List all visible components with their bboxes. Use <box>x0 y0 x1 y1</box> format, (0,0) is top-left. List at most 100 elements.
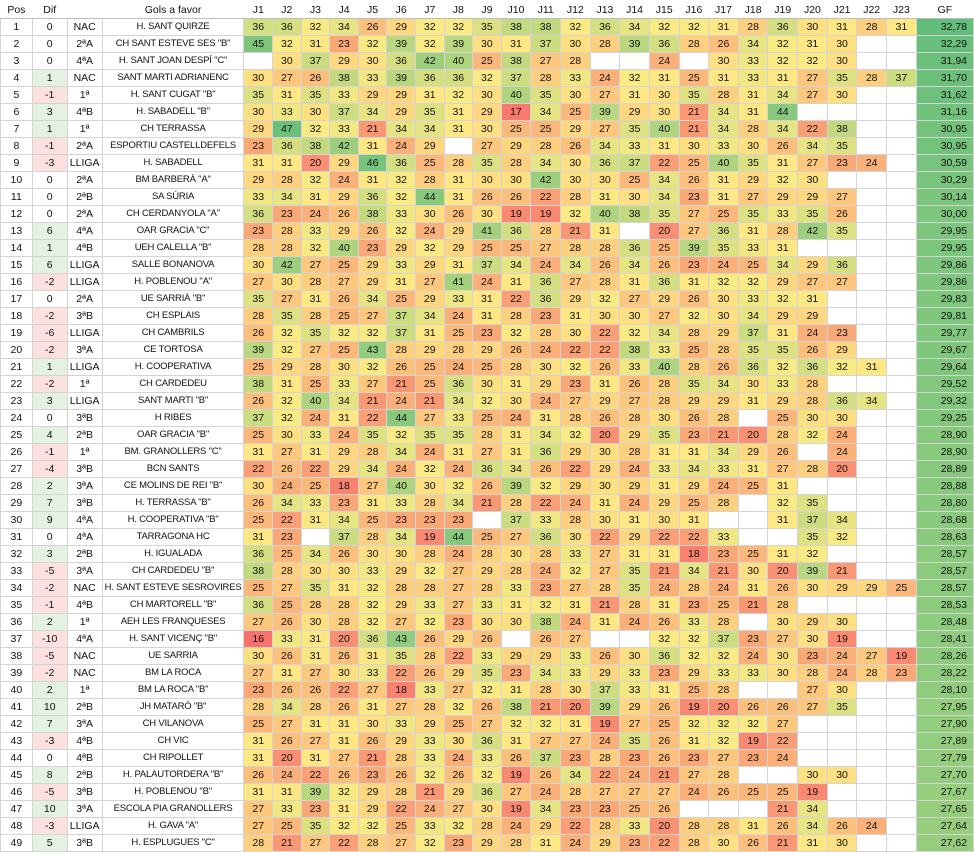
goals-cell: 35 <box>300 579 331 597</box>
goals-cell: 35 <box>678 86 710 104</box>
goals-cell: 24 <box>619 494 650 512</box>
goals-cell: 27 <box>243 613 274 631</box>
goals-cell: 27 <box>559 392 591 410</box>
goals-cell: 26 <box>472 188 502 206</box>
goals-cell <box>797 239 828 257</box>
difference-cell: -4 <box>31 460 68 478</box>
table-row: 5 -1 1ª H. SANT CUGAT "B" 35 31 35 33 29 29 31 32 30… <box>0 86 974 104</box>
goals-cell: 26 <box>243 392 274 410</box>
goals-cell: 34 <box>559 766 591 784</box>
goals-cell: 21 <box>530 698 561 716</box>
goals-cell: 37 <box>300 52 331 70</box>
league-cell: NAC <box>66 18 103 36</box>
goals-cell: 24 <box>648 579 680 597</box>
table-row: 44 0 4ªB CH RIPOLLET 31 20 31 27 21 28 33 24 33 26 37 2… <box>0 749 974 767</box>
goals-cell: 29 <box>767 188 799 206</box>
team-name-cell: CH RIPOLLET <box>101 749 245 767</box>
goals-cell: 31 <box>678 273 710 291</box>
league-cell: LLIGA <box>66 154 103 172</box>
goals-cell: 28 <box>559 188 591 206</box>
goals-cell: 30 <box>797 18 828 36</box>
goals-cell: 24 <box>856 817 888 835</box>
table-row: 1 0 NAC H. SANT QUIRZE 36 36 32 34 26 29 32 32 35 38 3… <box>0 18 974 36</box>
goals-cell: 32 <box>414 562 445 580</box>
goals-cell: 32 <box>678 715 710 733</box>
goals-cell: 33 <box>500 579 532 597</box>
goals-cell: 24 <box>619 460 650 478</box>
goals-cell: 28 <box>272 562 302 580</box>
goals-cell: 23 <box>886 664 917 682</box>
goals-cell: 25 <box>414 375 445 393</box>
goals-cell: 36 <box>530 443 561 461</box>
goals-cell: 40 <box>329 239 359 257</box>
goals-cell: 23 <box>243 137 274 155</box>
goals-cell: 29 <box>797 188 828 206</box>
goals-cell: 31 <box>767 511 799 529</box>
goals-cell: 21 <box>272 834 302 852</box>
goals-cell: 30 <box>559 171 591 189</box>
goals-cell: 35 <box>300 817 331 835</box>
goals-cell: 25 <box>472 52 502 70</box>
goals-cell: 23 <box>243 681 274 699</box>
position-cell: 45 <box>0 766 33 784</box>
league-cell: 1ª <box>66 613 103 631</box>
difference-cell: 5 <box>31 834 68 852</box>
position-cell: 10 <box>0 171 33 189</box>
goals-cell <box>767 766 799 784</box>
gf-average-cell: 27,62 <box>915 834 974 852</box>
team-name-cell: H. SANT VICENÇ "B" <box>101 630 245 648</box>
goals-cell: 33 <box>443 409 474 427</box>
goals-cell <box>856 783 888 801</box>
goals-cell: 28 <box>797 375 828 393</box>
goals-cell: 35 <box>414 103 445 121</box>
league-cell: 2ªA <box>66 137 103 155</box>
goals-cell: 31 <box>357 137 388 155</box>
gf-average-cell: 29,81 <box>915 307 974 325</box>
goals-cell <box>708 511 739 529</box>
goals-cell: 32 <box>443 817 474 835</box>
goals-cell: 31 <box>500 443 532 461</box>
goals-cell: 27 <box>648 783 680 801</box>
goals-cell: 35 <box>737 341 769 359</box>
goals-cell: 36 <box>472 732 502 750</box>
goals-cell: 25 <box>357 511 388 529</box>
goals-cell: 34 <box>272 494 302 512</box>
goals-cell: 23 <box>243 222 274 240</box>
goals-cell: 27 <box>797 273 828 291</box>
goals-cell: 27 <box>443 596 474 614</box>
goals-cell: 20 <box>648 222 680 240</box>
goals-cell: 28 <box>386 579 416 597</box>
team-name-cell: H. COOPERATIVA "B" <box>101 511 245 529</box>
goals-cell: 30 <box>619 647 650 665</box>
position-cell: 21 <box>0 358 33 376</box>
goals-cell: 31 <box>559 715 591 733</box>
goals-cell: 22 <box>530 188 561 206</box>
team-name-cell: H RIBES <box>101 409 245 427</box>
goals-cell: 25 <box>648 239 680 257</box>
goals-cell: 44 <box>386 409 416 427</box>
goals-cell: 26 <box>243 494 274 512</box>
league-cell: 1ª <box>66 681 103 699</box>
goals-cell: 29 <box>414 715 445 733</box>
difference-cell: -2 <box>31 664 68 682</box>
team-name-cell: CH TERRASSA <box>101 120 245 138</box>
goals-cell: 35 <box>797 528 828 546</box>
difference-cell: 0 <box>31 409 68 427</box>
goals-cell: 31 <box>272 375 302 393</box>
goals-cell: 28 <box>357 528 388 546</box>
league-cell: 2ªA <box>66 171 103 189</box>
goals-cell: 25 <box>414 358 445 376</box>
goals-cell: 23 <box>797 647 828 665</box>
table-row: 48 -3 LLIGA H. GAVA "A" 27 25 35 32 32 25 33 32 28 24… <box>0 817 974 835</box>
difference-cell: 0 <box>31 171 68 189</box>
goals-cell <box>737 800 769 818</box>
goals-cell: 25 <box>648 715 680 733</box>
goals-cell: 32 <box>767 358 799 376</box>
gf-average-cell: 28,41 <box>915 630 974 648</box>
goals-cell: 36 <box>386 52 416 70</box>
goals-cell: 35 <box>300 86 331 104</box>
goals-cell <box>856 426 888 444</box>
goals-cell: 44 <box>767 103 799 121</box>
goals-cell: 43 <box>357 341 388 359</box>
position-cell: 44 <box>0 749 33 767</box>
